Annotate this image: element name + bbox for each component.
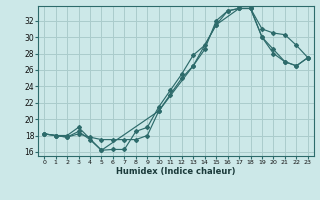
X-axis label: Humidex (Indice chaleur): Humidex (Indice chaleur): [116, 167, 236, 176]
